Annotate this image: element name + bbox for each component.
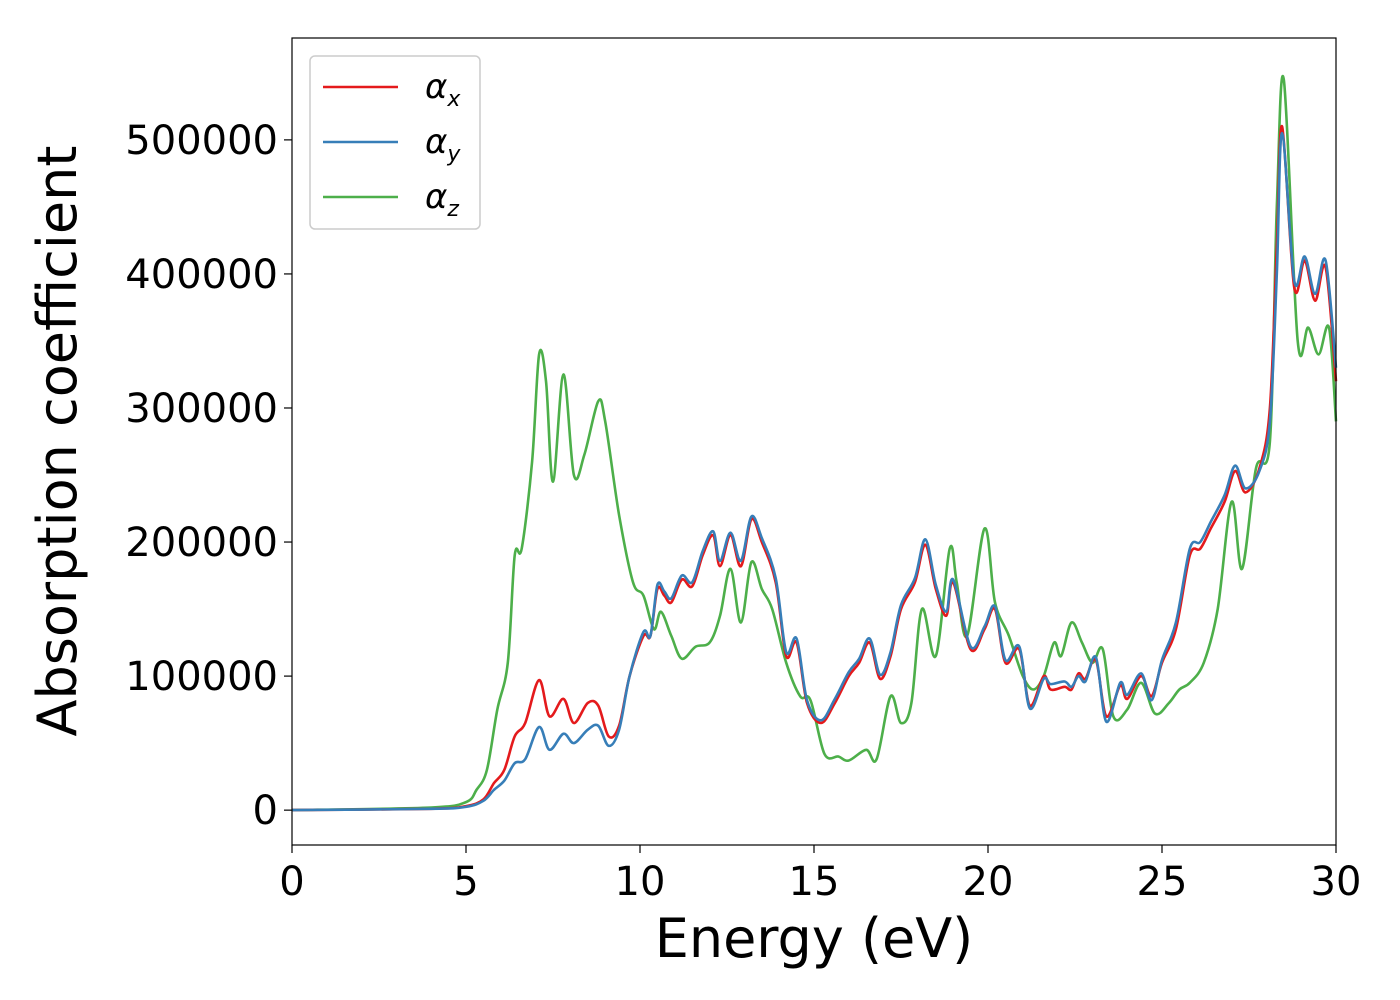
y-tick-label: 100000 bbox=[125, 654, 278, 700]
series-layer bbox=[291, 75, 1338, 812]
x-tick-label: 25 bbox=[1137, 859, 1188, 905]
legend-label-subscript: y bbox=[446, 142, 461, 167]
legend-label-subscript: z bbox=[446, 197, 459, 222]
y-tick-label: 0 bbox=[253, 788, 278, 834]
legend-label-base: α bbox=[425, 67, 447, 107]
y-axis-title: Absorption coefficient bbox=[26, 146, 89, 737]
x-tick-label: 15 bbox=[789, 859, 840, 905]
legend-label-base: α bbox=[425, 177, 447, 217]
legend-label-base: α bbox=[425, 122, 447, 162]
series-line-z bbox=[291, 75, 1338, 812]
x-axis: 0 5 10 15 20 25 30 bbox=[279, 845, 1361, 905]
legend-label-subscript: x bbox=[446, 87, 461, 112]
legend-label-x: αx bbox=[425, 67, 461, 112]
x-tick-label: 20 bbox=[963, 859, 1014, 905]
legend-label-z: αz bbox=[425, 177, 459, 222]
y-tick-label: 200000 bbox=[125, 520, 278, 566]
x-tick-label: 0 bbox=[279, 859, 304, 905]
x-tick-label: 30 bbox=[1311, 859, 1362, 905]
legend-label-y: αy bbox=[425, 122, 461, 167]
series-line-y bbox=[291, 131, 1338, 812]
y-tick-label: 500000 bbox=[125, 118, 278, 164]
x-tick-label: 10 bbox=[615, 859, 666, 905]
y-axis: 0 100000 200000 300000 400000 500000 bbox=[125, 118, 292, 834]
y-tick-label: 400000 bbox=[125, 252, 278, 298]
x-axis-title: Energy (eV) bbox=[655, 907, 974, 970]
y-tick-label: 300000 bbox=[125, 386, 278, 432]
x-tick-label: 5 bbox=[453, 859, 478, 905]
